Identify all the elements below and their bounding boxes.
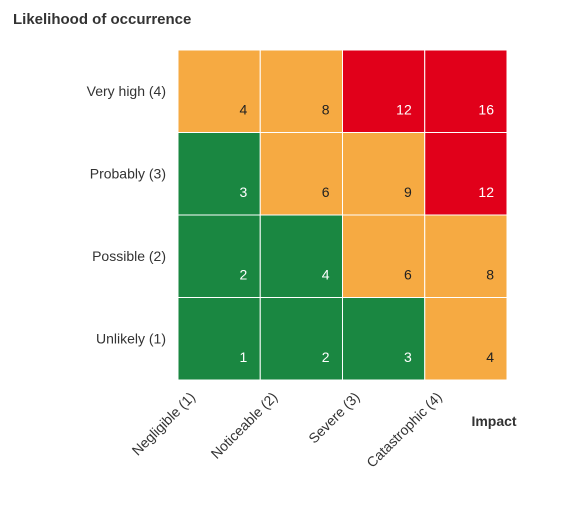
heatmap-cell bbox=[259, 132, 343, 216]
heatmap-cell bbox=[424, 49, 508, 133]
heatmap-cell bbox=[342, 214, 426, 298]
cell-value-label: 12 bbox=[478, 184, 494, 200]
heatmap-cell bbox=[177, 297, 261, 381]
heatmap-cell bbox=[177, 214, 261, 298]
cell-value-label: 6 bbox=[322, 184, 330, 200]
cell-value-label: 4 bbox=[322, 267, 330, 283]
heatmap-cell bbox=[259, 297, 343, 381]
x-axis-labels: Negligible (1) Noticeable (2) Severe (3) Ca… bbox=[129, 389, 445, 471]
x-tick-label: Catastrophic (4) bbox=[363, 389, 445, 471]
y-tick-label: Very high (4) bbox=[87, 83, 166, 99]
cell-value-label: 16 bbox=[478, 102, 494, 118]
cell-value-label: 12 bbox=[396, 102, 412, 118]
x-tick-label: Negligible (1) bbox=[129, 389, 199, 459]
cell-value-label: 4 bbox=[486, 349, 494, 365]
heatmap-cells: 4 8 12 163 6 9 122 4 6 81 2 3 4 bbox=[177, 49, 508, 381]
y-tick-label: Possible (2) bbox=[92, 248, 166, 264]
cell-value-label: 9 bbox=[404, 184, 412, 200]
heatmap-cell bbox=[424, 132, 508, 216]
y-axis-labels: Very high (4) Probably (3) Possible (2) Unl… bbox=[87, 83, 166, 347]
cell-value-label: 6 bbox=[404, 267, 412, 283]
cell-value-label: 2 bbox=[239, 267, 247, 283]
heatmap-cell bbox=[342, 132, 426, 216]
heatmap-cell bbox=[424, 214, 508, 298]
x-tick-label: Noticeable (2) bbox=[208, 389, 281, 462]
cell-value-label: 2 bbox=[322, 349, 330, 365]
y-tick-label: Probably (3) bbox=[90, 166, 166, 182]
heatmap-cell bbox=[424, 297, 508, 381]
cell-value-label: 8 bbox=[322, 102, 330, 118]
y-tick-label: Unlikely (1) bbox=[96, 331, 166, 347]
heatmap-cell bbox=[177, 132, 261, 216]
cell-value-label: 3 bbox=[239, 184, 247, 200]
heatmap-cell bbox=[259, 214, 343, 298]
heatmap-cell bbox=[342, 297, 426, 381]
x-tick-label: Severe (3) bbox=[305, 389, 363, 447]
cell-value-label: 8 bbox=[486, 267, 494, 283]
heatmap-cell bbox=[342, 49, 426, 133]
cell-value-label: 1 bbox=[239, 349, 247, 365]
chart-title: Likelihood of occurrence bbox=[13, 11, 192, 28]
x-axis-title: Impact bbox=[471, 413, 516, 429]
cell-value-label: 3 bbox=[404, 349, 412, 365]
heatmap-cell bbox=[177, 49, 261, 133]
cell-value-label: 4 bbox=[239, 102, 247, 118]
heatmap-cell bbox=[259, 49, 343, 133]
